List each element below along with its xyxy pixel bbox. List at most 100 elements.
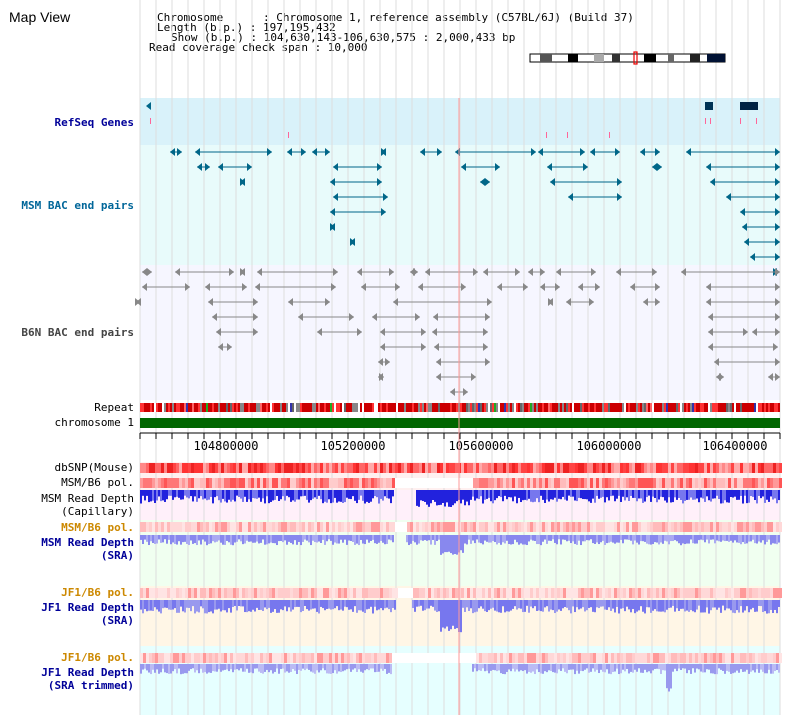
depth-bar [636,535,638,543]
depth-bar [318,664,320,673]
refseq-gene-track[interactable] [146,102,758,138]
heat-cell [725,463,728,473]
heat-cell [230,588,233,598]
chromosome-bar[interactable] [140,418,780,428]
depth-bar [344,535,346,540]
heat-cell [347,522,350,532]
heatmap-tracks[interactable] [140,463,782,663]
depth-bar [464,490,466,506]
heat-cell [395,463,398,473]
heat-cell [368,653,371,663]
depth-bar [426,490,428,505]
heat-cell [377,653,380,663]
b6n-bac-track[interactable] [135,268,780,411]
depth-bar [224,490,226,502]
heat-cell [422,522,425,532]
repeat-segment [236,403,238,412]
refseq-genes-label[interactable]: RefSeq Genes [55,116,134,129]
heat-cell [491,478,494,488]
heat-cell [317,588,320,598]
depth-bar [242,490,244,502]
gene-glyph [705,102,713,110]
depth-bar [320,664,322,671]
bac-end-glyph [257,268,262,276]
heat-cell [722,463,725,473]
bac-end-glyph [432,328,437,336]
jf1-depth-trimmed-sublabel: (SRA trimmed) [48,679,134,692]
heat-cell [611,522,614,532]
heat-cell [299,522,302,532]
repeat-segment [432,403,434,412]
heat-cell [326,588,329,598]
depth-bar [692,664,694,669]
depth-bar [324,600,326,611]
depth-bar [270,664,272,671]
depth-bar [192,490,194,502]
msm-bac-label[interactable]: MSM BAC end pairs [21,199,134,212]
depth-bar [506,664,508,672]
depth-bar [634,600,636,614]
depth-bar [456,535,458,555]
repeat-segment [202,403,204,412]
depth-bar [770,535,772,545]
heat-cell [263,588,266,598]
heat-cell [278,588,281,598]
depth-bar [308,535,310,543]
heat-cell [452,463,455,473]
heat-cell [653,463,656,473]
heat-cell [605,463,608,473]
heat-cell [680,478,683,488]
heat-cell [599,478,602,488]
repeat-segment [228,403,230,412]
heat-cell [614,478,617,488]
depth-bar [266,600,268,610]
b6n-bac-label[interactable]: B6N BAC end pairs [21,326,134,339]
depth-bar [466,490,468,502]
heat-cell [539,588,542,598]
depth-bar [520,664,522,671]
repeat-segment [642,403,644,412]
depth-bar [388,664,390,673]
depth-bar [582,535,584,542]
heat-cell [620,653,623,663]
chromosome-ideogram[interactable] [529,51,726,65]
bac-end-glyph [247,163,252,171]
depth-bar [176,664,178,674]
depth-bar [150,664,152,675]
depth-bar [678,664,680,669]
bac-end-glyph [212,313,217,321]
depth-bar [200,664,202,669]
depth-bar [174,535,176,544]
heat-cell [407,463,410,473]
heat-cell [620,478,623,488]
depth-bar [610,535,612,542]
depth-bar [416,490,418,506]
repeat-track[interactable] [140,403,780,412]
heat-cell [491,653,494,663]
heat-cell [581,588,584,598]
heat-cell [296,522,299,532]
depth-bar [232,664,234,673]
read-depth-tracks[interactable] [140,490,780,692]
depth-bar [728,664,730,672]
repeat-segment [562,403,564,412]
heat-cell [599,653,602,663]
bac-end-glyph [591,268,596,276]
depth-bar [256,490,258,499]
depth-bar [682,664,684,669]
msm-bac-track[interactable] [170,148,780,276]
heat-cell [512,522,515,532]
heat-cell [278,463,281,473]
heat-cell [326,478,329,488]
gene-glyph [740,102,758,110]
depth-bar [426,600,428,609]
repeat-segment [466,403,468,412]
heat-cell [320,588,323,598]
page-title: Map View [9,9,71,25]
repeat-segment [734,403,736,412]
depth-bar [268,535,270,544]
depth-bar [300,600,302,613]
heat-cell [461,463,464,473]
repeat-segment [748,403,750,412]
